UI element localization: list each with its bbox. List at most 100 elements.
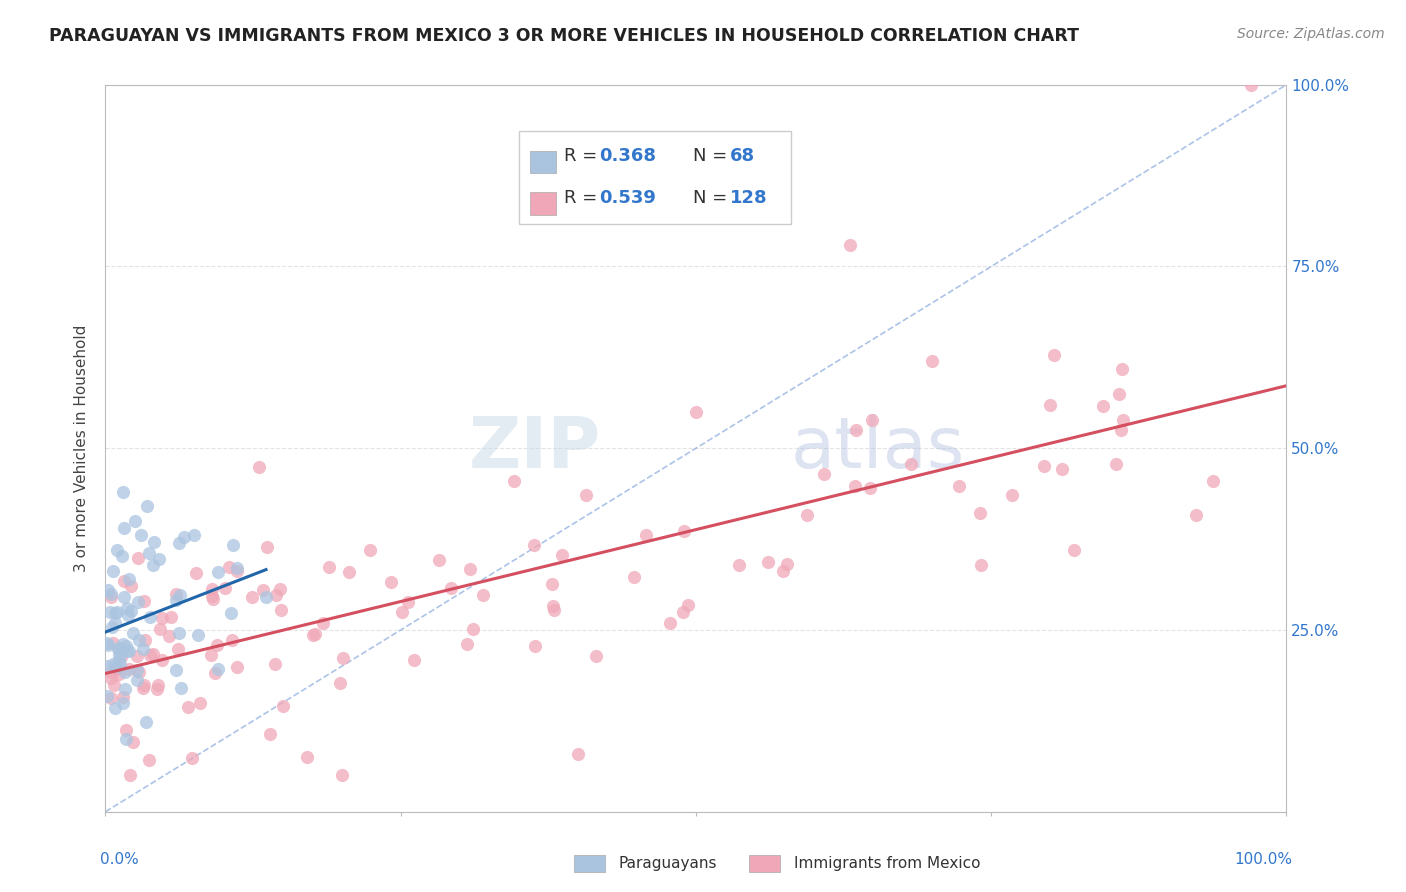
Point [129,528,152,542]
Point [118,662,141,676]
Point [105,662,128,676]
Point [107,642,129,657]
Point [104,606,127,620]
Point [259,726,281,740]
Point [200,648,222,662]
Point [859,481,882,495]
Point [127,595,149,609]
Point [969,558,991,572]
Point [115,723,138,737]
Point [165,593,187,607]
Point [96,658,118,673]
Point [330,768,353,782]
Point [125,664,148,678]
Point [380,574,402,589]
Point [402,653,425,667]
Point [118,572,141,586]
Text: N =: N = [693,147,734,165]
Point [636,528,658,542]
Text: 0.368: 0.368 [599,147,657,165]
Point [472,588,495,602]
Point [503,474,526,488]
Point [104,615,127,630]
Point [96,689,118,703]
Point [167,626,190,640]
Point [427,553,450,567]
Point [105,605,128,619]
Point [128,665,150,679]
Point [256,540,278,554]
Point [169,588,191,602]
Point [318,559,340,574]
Point [108,640,131,655]
Point [263,657,285,671]
Point [969,507,991,521]
Point [205,638,228,652]
Point [207,662,229,676]
Point [108,648,131,662]
Point [948,478,970,492]
Point [1111,362,1133,376]
Point [337,565,360,579]
Point [332,651,354,665]
Point [181,751,204,765]
Point [149,622,172,636]
Point [139,648,162,663]
Point [304,627,326,641]
Point [118,644,141,658]
Point [98,605,121,619]
Point [218,560,240,574]
Point [860,413,883,427]
Point [104,700,127,714]
Point [391,605,413,619]
Point [134,632,156,647]
Point [543,602,565,616]
Point [173,530,195,544]
Point [100,587,122,601]
Point [101,565,124,579]
Text: 0.0%: 0.0% [100,852,138,867]
Text: 0.539: 0.539 [599,188,657,207]
Point [219,606,242,620]
Point [100,590,122,604]
Point [104,659,127,673]
Point [623,570,645,584]
Point [100,671,122,685]
Point [188,696,211,710]
Point [456,637,478,651]
Point [1184,508,1206,522]
Point [135,500,157,514]
Point [138,753,160,767]
Point [128,633,150,648]
Point [112,696,135,710]
Point [221,632,243,647]
Point [676,598,699,612]
Point [148,678,170,692]
Point [1001,488,1024,502]
Point [1105,457,1128,471]
Point [295,750,318,764]
Point [1109,423,1132,437]
Point [585,649,607,664]
Point [225,561,247,575]
Point [270,603,292,617]
Point [114,665,136,680]
Point [523,538,546,552]
Point [142,647,165,661]
Point [226,564,249,578]
Point [120,605,142,619]
Point [575,487,598,501]
Point [132,681,155,696]
Point [150,610,173,624]
Point [167,536,190,550]
Point [159,610,181,624]
Point [121,626,143,640]
Point [107,667,129,681]
Point [1111,413,1133,427]
Point [796,508,818,522]
Point [96,636,118,650]
Point [247,459,270,474]
Text: PARAGUAYAN VS IMMIGRANTS FROM MEXICO 3 OR MORE VEHICLES IN HOUSEHOLD CORRELATION: PARAGUAYAN VS IMMIGRANTS FROM MEXICO 3 O… [49,27,1080,45]
Text: R =: R = [564,188,603,207]
Point [101,620,124,634]
